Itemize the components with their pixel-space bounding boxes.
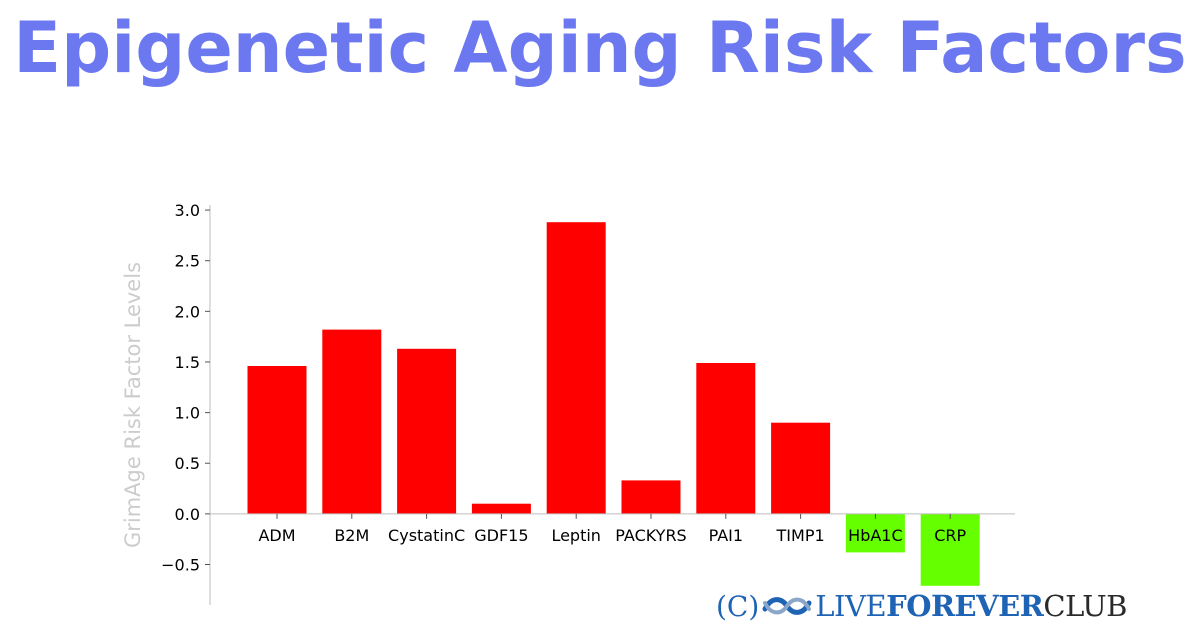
- watermark-club: CLUB: [1043, 589, 1127, 623]
- bars-layer: [247, 222, 980, 586]
- y-tick-label: −0.5: [161, 555, 200, 574]
- x-tick-label-cystatinc: CystatinC: [388, 526, 465, 545]
- y-tick-label: 2.5: [175, 252, 200, 271]
- infinity-wave-icon: [762, 597, 812, 615]
- bar-b2m: [322, 329, 382, 514]
- y-tick-label: 3.0: [175, 201, 200, 220]
- axes-layer: [205, 205, 1015, 605]
- watermark-forever: FOREVER: [886, 589, 1044, 623]
- x-tick-label-crp: CRP: [934, 526, 966, 545]
- y-axis-label: GrimAge Risk Factor Levels: [121, 262, 145, 548]
- bar-pai1: [696, 363, 756, 514]
- x-tick-label-pai1: PAI1: [709, 526, 743, 545]
- labels-layer: −0.5 0.0 0.5 1.0 1.5 2.0 2.5 3.0 ADM B2M CystatinC…: [121, 201, 967, 574]
- bar-crp: [920, 513, 980, 586]
- bar-adm: [247, 366, 307, 514]
- y-tick-label: 1.0: [175, 404, 200, 423]
- x-tick-label-hba1c: HbA1C: [848, 526, 902, 545]
- bar-gdf15: [471, 503, 531, 514]
- y-tick-label: 0.5: [175, 454, 200, 473]
- x-tick-label-leptin: Leptin: [551, 526, 601, 545]
- page-title: Epigenetic Aging Risk Factors: [13, 7, 1187, 89]
- x-tick-label-timp1: TIMP1: [776, 526, 825, 545]
- x-tick-label-packyrs: PACKYRS: [615, 526, 686, 545]
- bar-leptin: [546, 222, 606, 514]
- watermark-copyright: (C): [716, 589, 760, 623]
- x-tick-label-adm: ADM: [258, 526, 295, 545]
- bar-hba1c: [845, 513, 905, 553]
- bar-timp1: [771, 422, 831, 514]
- y-tick-label: 1.5: [175, 353, 200, 372]
- x-tick-label-b2m: B2M: [334, 526, 369, 545]
- bar-packyrs: [621, 480, 681, 514]
- watermark-live: LIVE: [815, 589, 887, 623]
- y-tick-label: 0.0: [175, 505, 200, 524]
- bar-cystatinc: [397, 348, 457, 514]
- watermark: (C) LIVE FOREVER CLUB: [716, 586, 1127, 626]
- y-tick-label: 2.0: [175, 302, 200, 321]
- x-tick-label-gdf15: GDF15: [474, 526, 528, 545]
